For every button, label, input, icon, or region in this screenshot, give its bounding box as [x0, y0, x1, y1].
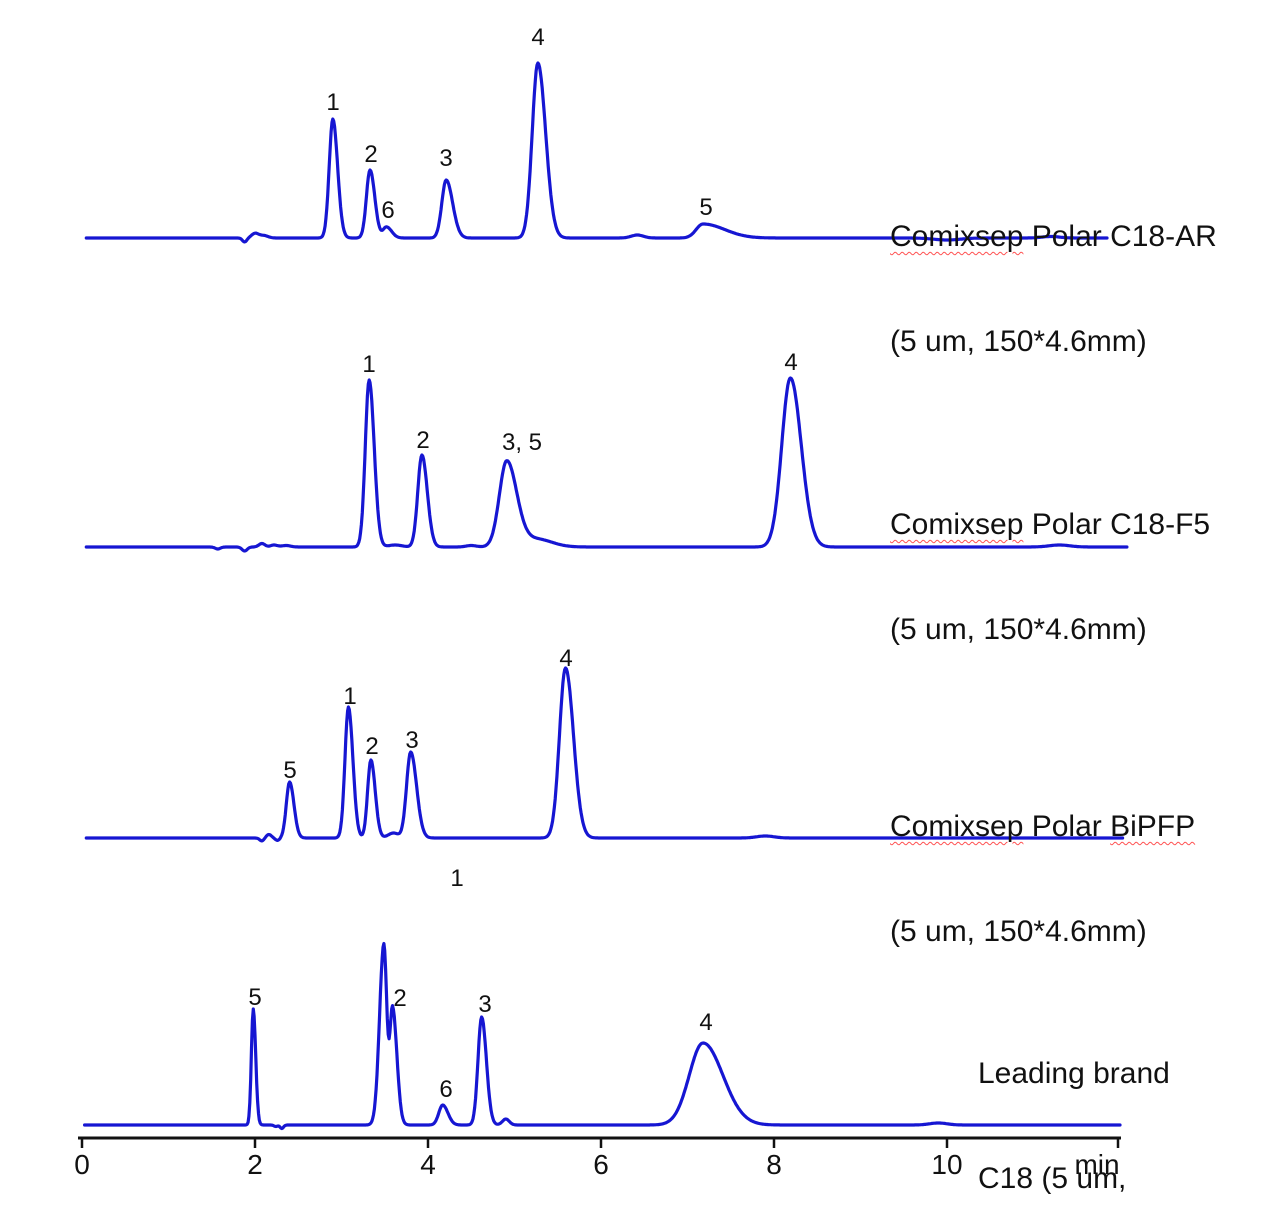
column-label-c18-ar: Comixsep Polar C18-AR (5 um, 150*4.6mm) — [890, 149, 1217, 499]
trace-line — [83, 941, 1122, 1131]
peak-label: 4 — [699, 1009, 712, 1036]
column-label-text: Polar — [1023, 810, 1111, 843]
peak-label: 5 — [699, 194, 712, 221]
chromatogram-trace-3 — [84, 666, 1125, 843]
peak-label: 1 — [326, 89, 339, 116]
column-label-c18-f5: Comixsep Polar C18-F5 (5 um, 150*4.6mm) — [890, 437, 1210, 787]
axis-tick-label: 2 — [247, 1149, 263, 1180]
axis-unit-label: min — [1074, 1149, 1119, 1180]
column-label-line: C18 (5 um, — [978, 1162, 1127, 1195]
column-label-line: Comixsep Polar C18-F5 — [890, 507, 1210, 542]
peak-label: 5 — [283, 757, 296, 784]
axis-tick-label: 4 — [420, 1149, 436, 1180]
trace-line — [84, 376, 1129, 553]
peak-label: 4 — [531, 24, 544, 51]
column-label-line: (5 um, 150*4.6mm) — [890, 613, 1147, 646]
peak-label: 3 — [439, 145, 452, 172]
peak-label: 2 — [416, 427, 429, 454]
chromatogram-trace-4 — [83, 941, 1122, 1131]
peak-label: 6 — [381, 197, 394, 224]
peak-label: 6 — [439, 1076, 452, 1103]
time-axis — [78, 1136, 1121, 1148]
misspelled-word: Comixsep — [890, 220, 1024, 253]
peak-label: 2 — [364, 141, 377, 168]
peak-label: 3 — [405, 727, 418, 754]
peak-label-detached: 1 — [450, 865, 463, 892]
column-label-line: (5 um, 150*4.6mm) — [890, 325, 1147, 358]
peak-label: 2 — [393, 985, 406, 1012]
column-label-text: Leading brand — [978, 1057, 1170, 1090]
column-label-bipfp: Comixsep Polar BiPFP (5 um, 150*4.6mm) — [890, 739, 1195, 1089]
chromatogram-trace-1 — [84, 61, 1109, 244]
chromatogram-trace-2 — [84, 376, 1129, 553]
trace-line — [84, 61, 1109, 244]
peak-label: 3 — [478, 991, 491, 1018]
misspelled-word: Comixsep — [890, 810, 1024, 843]
column-label-line: Comixsep Polar C18-AR — [890, 219, 1217, 254]
peak-label: 2 — [365, 733, 378, 760]
column-label-text: Polar C18-F5 — [1023, 508, 1211, 541]
axis-tick-label: 10 — [931, 1149, 962, 1180]
column-label-text: Polar C18-AR — [1023, 220, 1217, 253]
peak-label: 3, 5 — [502, 429, 542, 456]
axis-tick-label: 6 — [593, 1149, 609, 1180]
trace-line — [84, 666, 1125, 843]
column-label-leading-brand: Leading brand C18 (5 um, 150*4.6mm) — [978, 986, 1170, 1218]
misspelled-word: BiPFP — [1110, 810, 1196, 843]
peak-label: 5 — [248, 984, 261, 1011]
misspelled-word: Comixsep — [890, 508, 1024, 541]
column-label-line: Leading brand — [978, 1056, 1170, 1091]
axis-tick-label: 8 — [766, 1149, 782, 1180]
column-label-line: Comixsep Polar BiPFP — [890, 809, 1195, 844]
peak-label: 4 — [559, 645, 572, 672]
peak-label: 1 — [343, 683, 356, 710]
peak-label: 4 — [784, 349, 797, 376]
axis-tick-label: 0 — [74, 1149, 90, 1180]
column-label-line: (5 um, 150*4.6mm) — [890, 915, 1147, 948]
peak-label: 1 — [362, 351, 375, 378]
